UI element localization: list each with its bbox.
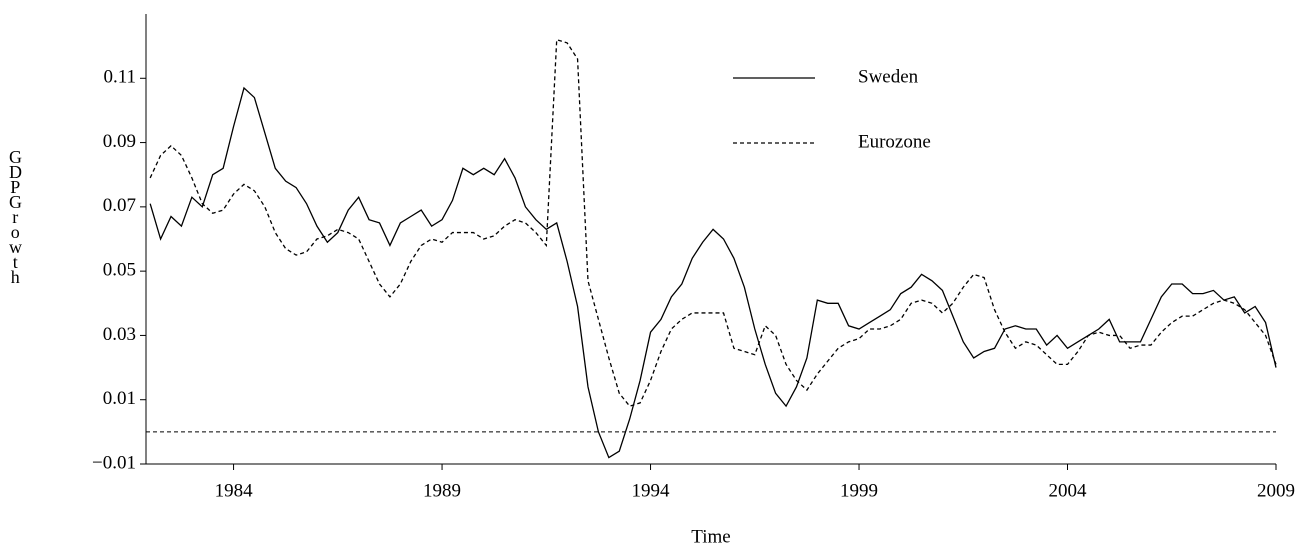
y-tick-label: 0.11 (103, 67, 136, 88)
x-tick-label: 2009 (1257, 480, 1295, 501)
legend-label: Sweden (858, 66, 919, 87)
line-series (149, 38, 1277, 407)
line-series (149, 86, 1277, 459)
y-tick-label: 0.07 (103, 195, 136, 216)
y-tick-label: 0.01 (103, 388, 136, 409)
y-axis-label: GDP Growth (9, 147, 22, 287)
y-tick-label: 0.05 (103, 260, 136, 281)
y-tick-label: −0.01 (92, 452, 136, 473)
y-tick-label: 0.09 (103, 131, 136, 152)
x-tick-label: 1989 (423, 480, 461, 501)
x-tick-label: 1994 (632, 480, 671, 501)
x-axis-label: Time (691, 526, 730, 547)
x-tick-label: 2004 (1049, 480, 1088, 501)
x-tick-label: 1984 (215, 480, 254, 501)
legend-label: Eurozone (858, 131, 931, 152)
y-tick-label: 0.03 (103, 324, 136, 345)
x-tick-label: 1999 (840, 480, 878, 501)
